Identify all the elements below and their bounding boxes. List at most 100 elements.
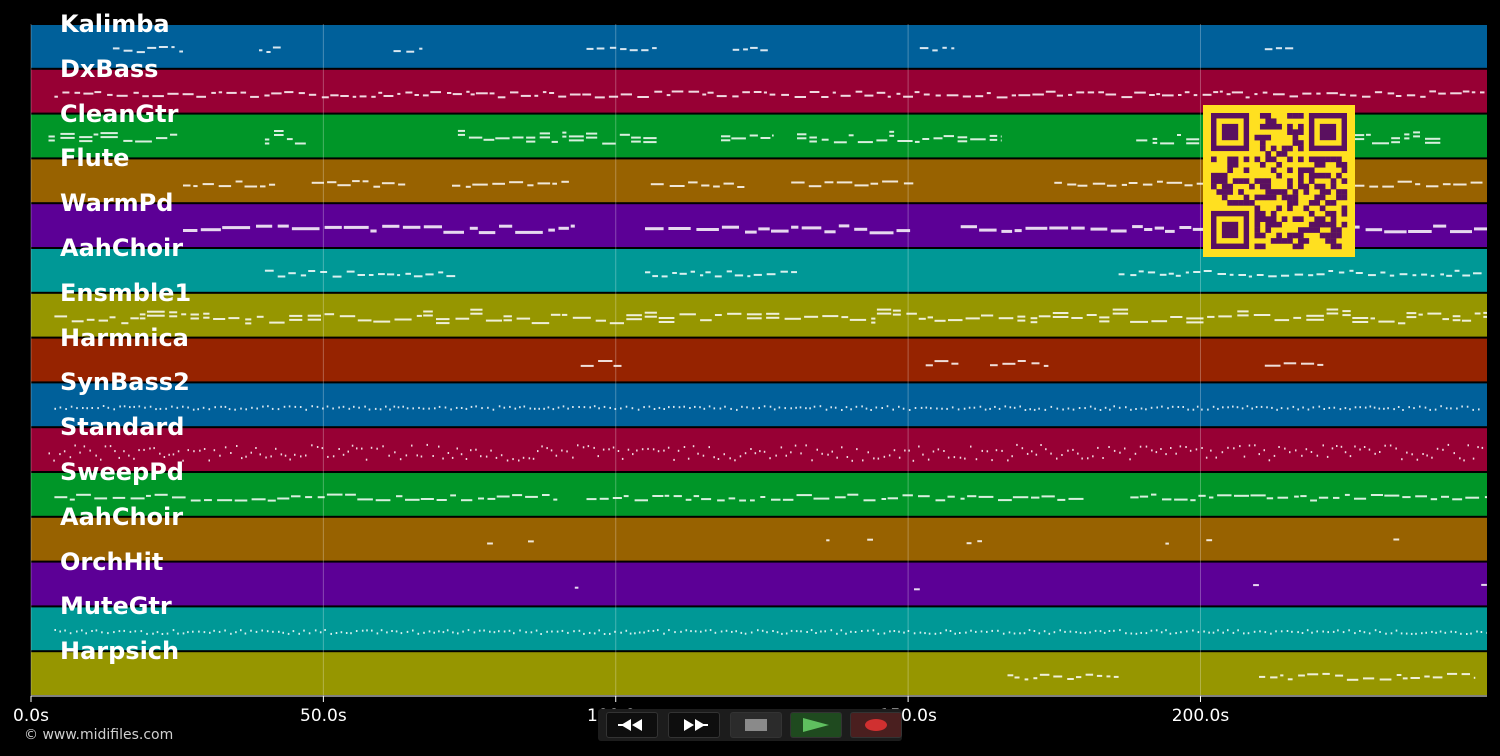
- note: [347, 450, 349, 453]
- note: [1152, 141, 1158, 144]
- note: [1268, 459, 1271, 462]
- note: [374, 407, 377, 410]
- note: [750, 499, 755, 502]
- note: [70, 405, 73, 408]
- note: [850, 408, 852, 411]
- note: [980, 630, 983, 633]
- note: [280, 453, 283, 456]
- note: [1110, 229, 1127, 233]
- note: [1326, 92, 1338, 95]
- note: [492, 182, 505, 185]
- note: [583, 632, 585, 635]
- note: [1190, 499, 1196, 502]
- note: [1316, 273, 1325, 276]
- note: [512, 458, 514, 461]
- fast-forward-icon: [684, 719, 708, 731]
- note: [327, 455, 329, 458]
- note: [1477, 446, 1479, 449]
- note: [274, 130, 284, 132]
- note: [744, 452, 747, 455]
- note: [217, 499, 233, 502]
- note: [763, 450, 766, 453]
- note: [935, 499, 946, 502]
- note: [643, 406, 645, 409]
- note: [1175, 452, 1177, 455]
- rewind-button[interactable]: [606, 712, 658, 738]
- note: [513, 632, 515, 635]
- note: [353, 405, 355, 408]
- note: [1255, 406, 1258, 408]
- note: [1350, 184, 1365, 187]
- note: [1248, 275, 1252, 278]
- note: [340, 95, 349, 97]
- note: [493, 631, 496, 634]
- note: [1432, 676, 1443, 679]
- note: [1442, 448, 1444, 451]
- note: [1007, 674, 1014, 677]
- note: [199, 449, 201, 452]
- note: [918, 317, 926, 320]
- note: [348, 407, 351, 410]
- note: [288, 272, 296, 275]
- note: [1237, 629, 1239, 632]
- note: [1243, 632, 1245, 635]
- note: [1384, 230, 1407, 234]
- note: [1359, 406, 1361, 409]
- note: [527, 184, 534, 187]
- note: [1145, 632, 1148, 635]
- note: [1404, 133, 1410, 136]
- note: [89, 449, 91, 452]
- fast-forward-button[interactable]: [668, 712, 720, 738]
- note: [827, 453, 829, 456]
- note: [1145, 445, 1148, 448]
- note: [667, 446, 670, 449]
- note: [1384, 494, 1400, 497]
- note: [1217, 629, 1219, 632]
- note: [1259, 675, 1266, 678]
- note: [922, 138, 930, 140]
- note: [1372, 142, 1389, 145]
- note: [594, 96, 605, 99]
- note: [1174, 498, 1188, 501]
- stop-button[interactable]: [730, 712, 782, 738]
- note: [1452, 315, 1461, 318]
- note: [1202, 93, 1212, 96]
- note: [1362, 95, 1371, 98]
- note: [176, 406, 179, 409]
- note: [694, 630, 697, 633]
- note: [690, 630, 692, 633]
- note: [996, 96, 1008, 99]
- note: [737, 186, 745, 188]
- note: [95, 629, 98, 632]
- note: [1410, 632, 1413, 635]
- note: [769, 457, 771, 460]
- note: [723, 453, 725, 456]
- note: [1306, 629, 1309, 632]
- note: [578, 629, 581, 632]
- note: [995, 449, 998, 452]
- note: [182, 459, 184, 462]
- note: [135, 140, 152, 143]
- record-button[interactable]: [850, 712, 902, 738]
- note: [1397, 180, 1412, 183]
- note: [1170, 447, 1172, 449]
- note: [478, 629, 481, 632]
- note: [224, 405, 227, 408]
- note: [1391, 137, 1400, 140]
- note: [663, 449, 665, 452]
- note: [937, 448, 940, 451]
- note: [1130, 408, 1132, 411]
- note: [69, 498, 75, 501]
- note: [146, 494, 151, 497]
- note: [357, 498, 373, 501]
- play-button[interactable]: [790, 712, 842, 738]
- note: [1245, 96, 1250, 99]
- note: [1307, 408, 1310, 411]
- note: [294, 142, 306, 145]
- note: [1241, 407, 1244, 410]
- note: [838, 224, 850, 228]
- note: [608, 95, 619, 98]
- note: [556, 630, 559, 633]
- note: [495, 137, 510, 140]
- note: [1270, 632, 1272, 635]
